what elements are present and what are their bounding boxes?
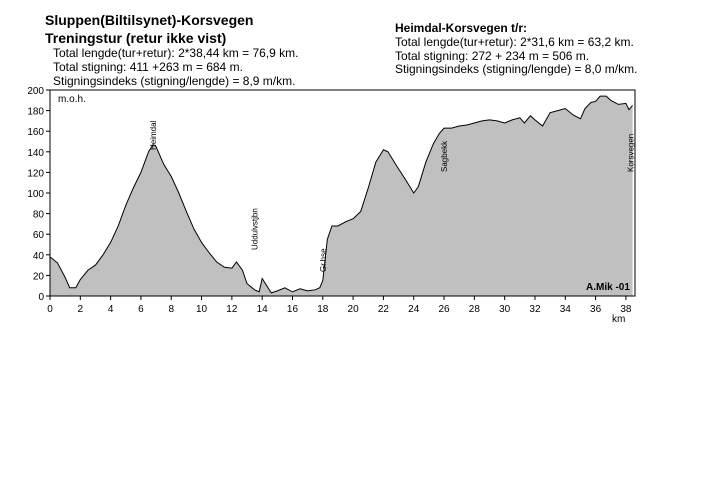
x-tick-label: 6 (138, 304, 144, 315)
x-tick-label: 24 (408, 304, 420, 315)
x-tick-label: 36 (590, 304, 602, 315)
area-fill (50, 96, 633, 297)
x-tick-label: 4 (108, 304, 114, 315)
annotation: Uddulvstjbn (251, 208, 260, 250)
x-axis-label: km (612, 314, 625, 325)
y-axis-label: m.o.h. (58, 94, 86, 105)
annotation: Sagbekk (440, 140, 449, 172)
credit: A.Mik -01 (586, 282, 630, 293)
y-tick-label: 60 (33, 230, 45, 241)
y-tick-label: 80 (33, 210, 45, 221)
x-tick-label: 14 (257, 304, 269, 315)
y-tick-label: 100 (27, 189, 44, 200)
x-tick-label: 8 (168, 304, 174, 315)
x-tick-label: 20 (348, 304, 360, 315)
annotation: Gr.hse (319, 248, 328, 272)
x-tick-label: 16 (287, 304, 299, 315)
info-line: Total stigning: 272 + 234 m = 506 m. (395, 49, 589, 63)
x-tick-label: 26 (438, 304, 450, 315)
annotation: Heimdal (149, 120, 158, 150)
y-tick-label: 20 (33, 271, 45, 282)
info-line: Total lengde(tur+retur): 2*31,6 km = 63,… (395, 35, 634, 49)
x-tick-label: 34 (560, 304, 572, 315)
x-tick-label: 30 (499, 304, 511, 315)
x-tick-label: 0 (47, 304, 53, 315)
x-tick-label: 38 (620, 304, 632, 315)
info-line: Stigningsindeks (stigning/lengde) = 8,9 … (53, 74, 295, 88)
chart-subtitle: Treningstur (retur ikke vist) (45, 30, 226, 46)
x-tick-label: 22 (378, 304, 390, 315)
info-line: Total lengde(tur+retur): 2*38,44 km = 76… (53, 46, 298, 60)
y-tick-label: 180 (27, 107, 44, 118)
y-tick-label: 140 (27, 148, 44, 159)
profile-line (49, 95, 633, 294)
y-tick-label: 160 (27, 127, 44, 138)
x-tick-label: 28 (469, 304, 481, 315)
x-tick-label: 2 (78, 304, 84, 315)
y-tick-label: 200 (27, 86, 44, 97)
y-tick-label: 0 (38, 292, 44, 303)
info-line: Total stigning: 411 +263 m = 684 m. (53, 60, 243, 74)
x-tick-label: 12 (226, 304, 238, 315)
annotation: Korsvegen (626, 134, 635, 172)
x-tick-label: 18 (317, 304, 329, 315)
y-tick-label: 120 (27, 168, 44, 179)
x-tick-label: 10 (196, 304, 208, 315)
info-title: Heimdal-Korsvegen t/r: (395, 21, 527, 35)
chart-title: Sluppen(Biltilsynet)-Korsvegen (45, 12, 253, 28)
x-tick-label: 32 (529, 304, 541, 315)
y-tick-label: 40 (33, 251, 45, 262)
info-line: Stigningsindeks (stigning/lengde) = 8,0 … (395, 62, 637, 76)
